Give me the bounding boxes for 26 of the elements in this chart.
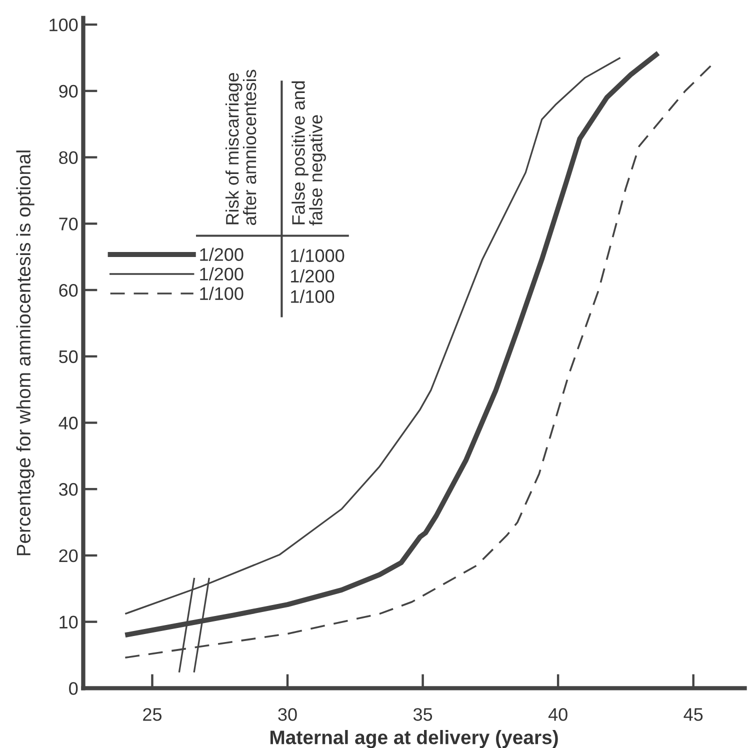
legend-label: 1/100 [200, 286, 244, 300]
y-tick-label: 80 [59, 151, 78, 164]
x-axis-title: Maternal age at delivery (years) [270, 730, 558, 748]
x-tick-label: 25 [143, 708, 162, 721]
y-tick-label: 40 [58, 416, 78, 430]
y-tick-label: 0 [69, 682, 78, 695]
annotation: False positive and false negative [292, 81, 326, 226]
x-tick-label: 35 [413, 708, 432, 721]
y-tick-label: 30 [58, 483, 78, 496]
x-tick-label: 30 [278, 708, 297, 721]
y-tick-label: 10 [60, 616, 78, 629]
annotation: Risk of miscarriage after amniocentesis [225, 70, 256, 225]
y-tick-label: 50 [59, 350, 78, 364]
x-tick-label: 45 [684, 708, 703, 721]
y-tick-label: 20 [59, 549, 78, 562]
y-tick-label: 90 [59, 84, 78, 98]
y-axis-title: Percentage for whom amniocentesis is optional [16, 150, 34, 556]
y-tick-label: 100 [50, 18, 78, 32]
annotation: 1/100 [291, 290, 334, 303]
y-tick-label: 60 [59, 284, 78, 297]
x-tick-label: 40 [548, 708, 568, 721]
legend-label: 1/200 [200, 267, 244, 280]
annotation: 1/200 [291, 269, 334, 283]
y-tick-label: 70 [59, 218, 78, 230]
annotation: 1/1000 [291, 248, 344, 262]
legend-label: 1/200 [200, 248, 244, 261]
